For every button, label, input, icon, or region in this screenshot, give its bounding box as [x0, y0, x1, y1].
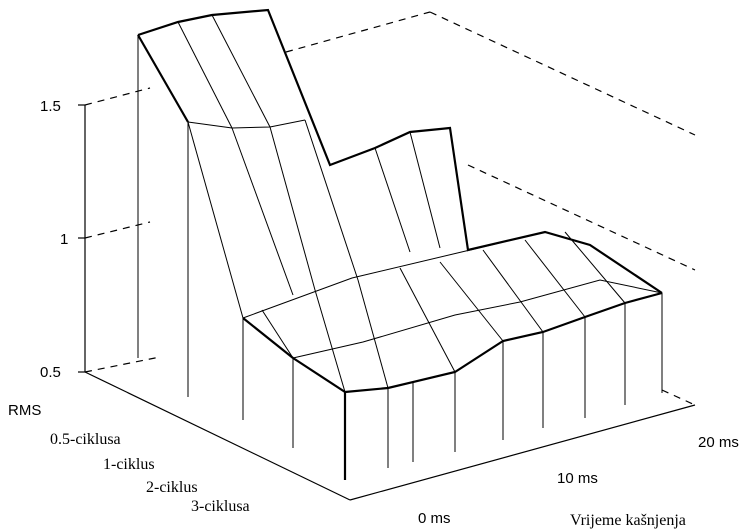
z-tick-label-1: 1: [60, 231, 68, 248]
labels: 1.5 1 0.5 RMS 0.5-ciklusa 1-ciklus 2-cik…: [8, 98, 739, 529]
time-tick-label-0: 0 ms: [418, 510, 451, 527]
series-tick-label-3: 3-ciklusa: [191, 498, 250, 515]
series-tick-label-2: 2-ciklus: [146, 479, 198, 496]
series-axis: [84, 371, 351, 501]
time-tick-label-20: 20 ms: [698, 434, 739, 451]
surface-outline: [137, 8, 663, 480]
time-axis: [349, 404, 696, 501]
back-wall-dashed-lines: [84, 11, 696, 406]
series-tick-label-0: 0.5-ciklusa: [50, 431, 121, 448]
time-tick-label-10: 10 ms: [557, 470, 598, 487]
surface-mesh: [177, 14, 663, 393]
z-tick-label-05: 0.5: [40, 364, 61, 381]
time-axis-title: Vrijeme kašnjenja: [570, 512, 686, 529]
series-tick-label-1: 1-ciklus: [103, 456, 155, 473]
axes: [78, 104, 696, 501]
z-axis-title: RMS: [8, 402, 41, 419]
front-wall: [137, 35, 663, 480]
z-tick-label-15: 1.5: [40, 98, 61, 115]
